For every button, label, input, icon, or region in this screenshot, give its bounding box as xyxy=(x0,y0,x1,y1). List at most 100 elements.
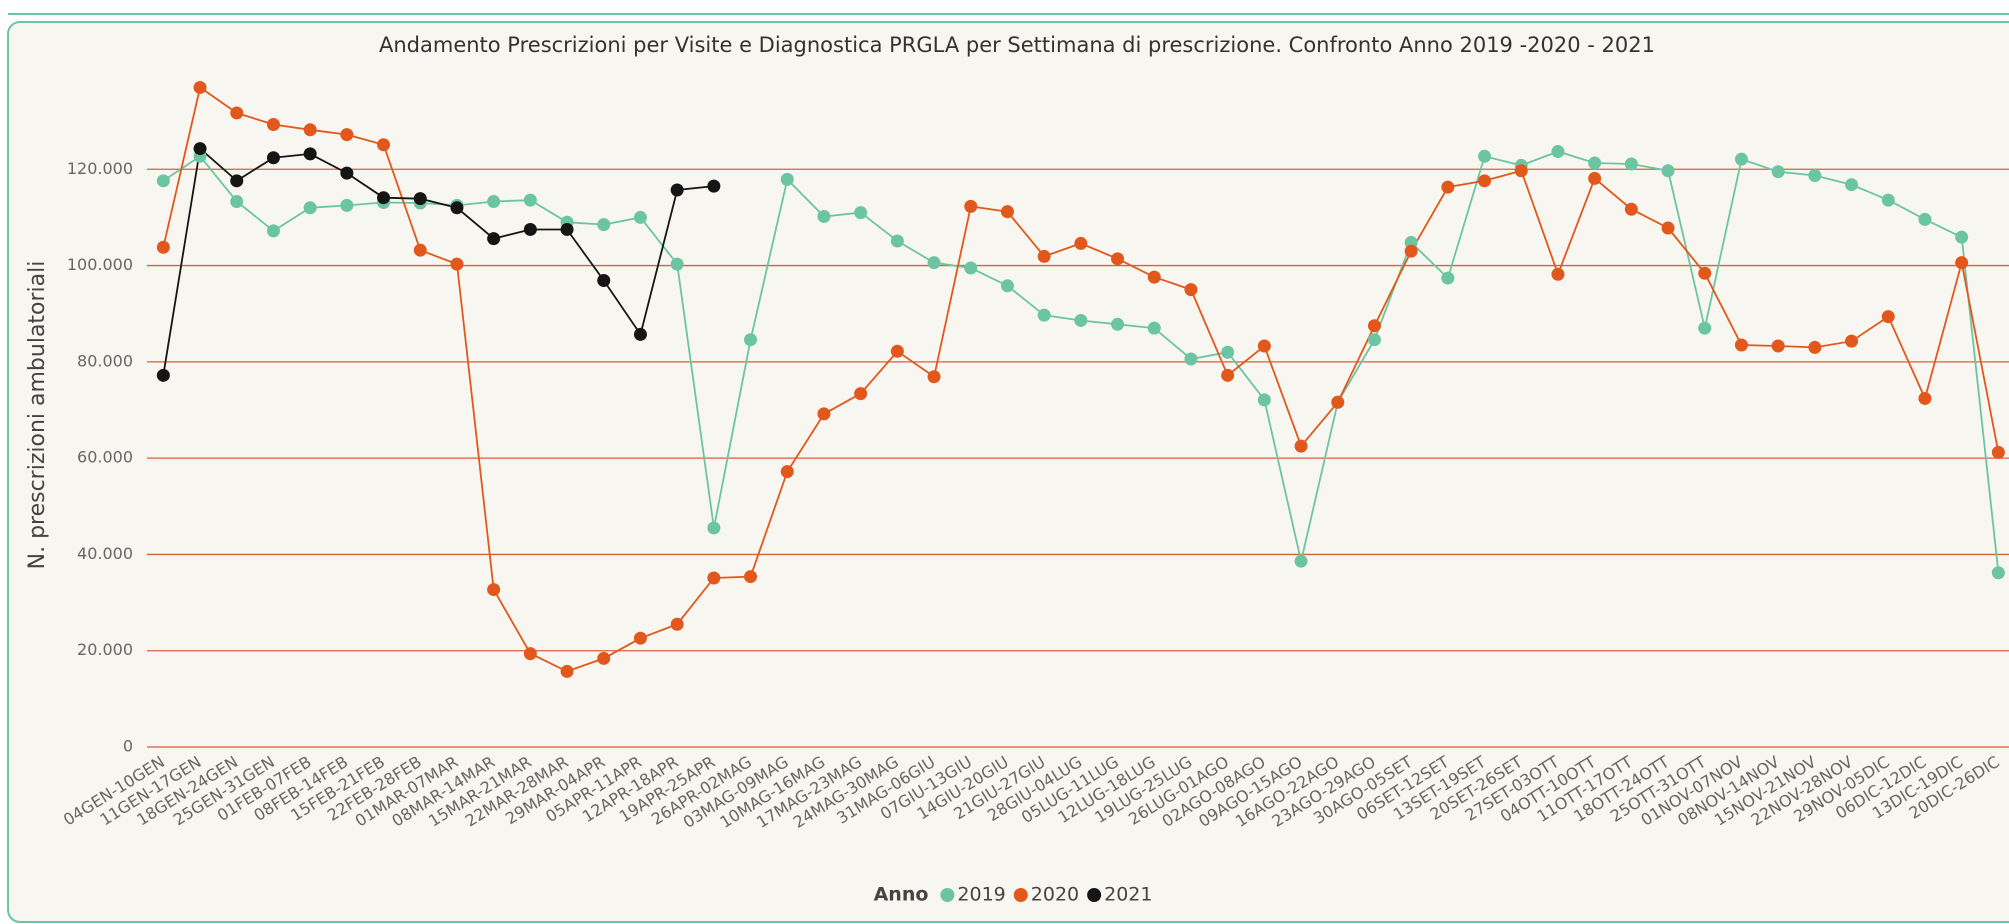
data-point xyxy=(1441,271,1455,285)
data-point xyxy=(1294,439,1308,453)
data-point xyxy=(707,521,721,535)
data-point xyxy=(744,570,758,584)
data-point xyxy=(670,617,684,631)
series-line xyxy=(162,146,714,376)
legend-marker xyxy=(940,888,955,902)
data-point xyxy=(560,664,574,678)
data-point xyxy=(230,195,244,209)
legend-marker xyxy=(1013,888,1028,902)
data-point xyxy=(1808,169,1822,183)
data-point xyxy=(1000,279,1014,293)
data-point xyxy=(450,201,464,215)
data-point xyxy=(1918,391,1932,405)
data-point xyxy=(964,199,978,213)
data-point xyxy=(1184,283,1198,297)
data-point xyxy=(890,344,904,358)
data-point xyxy=(193,80,207,94)
data-point xyxy=(266,118,280,132)
data-point xyxy=(487,583,501,597)
data-point xyxy=(1624,202,1638,216)
data-point xyxy=(1588,171,1602,185)
chart-card xyxy=(7,21,2009,923)
data-point xyxy=(1955,256,1969,270)
data-point xyxy=(1037,249,1051,263)
data-point xyxy=(1881,193,1895,207)
legend-label: 2020 xyxy=(1031,884,1079,906)
data-point xyxy=(597,651,611,665)
data-point xyxy=(1257,339,1271,353)
legend-label: 2021 xyxy=(1104,884,1152,906)
data-point xyxy=(523,193,537,207)
data-point xyxy=(964,261,978,275)
data-point xyxy=(1478,149,1492,163)
y-tick-label: 40.000 xyxy=(77,544,133,563)
data-point xyxy=(633,631,647,645)
chart-title: Andamento Prescrizioni per Visite e Diag… xyxy=(379,33,1655,57)
data-point xyxy=(303,147,317,161)
data-point xyxy=(156,240,170,254)
data-point xyxy=(1478,174,1492,188)
data-point xyxy=(303,201,317,215)
data-point xyxy=(1074,236,1088,250)
data-point xyxy=(1000,205,1014,219)
data-point xyxy=(1734,338,1748,352)
y-axis-title: N. prescrizioni ambulatoriali xyxy=(25,261,50,570)
data-point xyxy=(1184,352,1198,366)
legend-marker xyxy=(1087,888,1102,902)
data-point xyxy=(854,206,868,220)
data-point xyxy=(487,195,501,209)
data-point xyxy=(1074,313,1088,327)
data-point xyxy=(1881,310,1895,324)
data-point xyxy=(1331,395,1345,409)
data-point xyxy=(413,243,427,257)
data-point xyxy=(1367,319,1381,333)
data-point xyxy=(1845,334,1859,348)
data-point xyxy=(230,106,244,120)
data-point xyxy=(377,138,391,152)
data-point xyxy=(597,273,611,287)
data-point xyxy=(303,123,317,137)
data-point xyxy=(1221,368,1235,382)
data-point xyxy=(1367,333,1381,347)
data-point xyxy=(1624,157,1638,171)
data-point xyxy=(156,174,170,188)
data-point xyxy=(927,256,941,270)
top-strip xyxy=(0,0,2009,14)
data-point xyxy=(1808,340,1822,354)
data-point xyxy=(487,232,501,246)
data-point xyxy=(340,198,354,212)
data-point xyxy=(890,234,904,248)
data-point xyxy=(1514,164,1528,178)
data-point xyxy=(633,327,647,341)
data-point xyxy=(707,571,721,585)
data-point xyxy=(1221,345,1235,359)
data-point xyxy=(1294,554,1308,568)
data-point xyxy=(1698,321,1712,335)
data-point xyxy=(450,257,464,271)
data-point xyxy=(1771,339,1785,353)
y-tick-label: 100.000 xyxy=(67,255,133,274)
data-point xyxy=(377,191,391,205)
data-point xyxy=(1698,266,1712,280)
data-point xyxy=(1991,566,2005,580)
data-point xyxy=(670,257,684,271)
legend-label: 2019 xyxy=(957,884,1005,906)
data-point xyxy=(1404,244,1418,258)
data-point xyxy=(597,218,611,232)
data-point xyxy=(1111,317,1125,331)
data-point xyxy=(1037,308,1051,322)
data-point xyxy=(1771,165,1785,179)
data-point xyxy=(266,224,280,238)
data-point xyxy=(1955,230,1969,244)
data-point xyxy=(1147,270,1161,284)
data-point xyxy=(523,222,537,236)
data-point xyxy=(1551,144,1565,158)
data-point xyxy=(560,222,574,236)
data-point xyxy=(670,183,684,197)
data-point xyxy=(1588,156,1602,170)
data-point xyxy=(854,387,868,401)
data-point xyxy=(523,647,537,661)
data-point xyxy=(1441,180,1455,194)
data-point xyxy=(1991,445,2005,459)
